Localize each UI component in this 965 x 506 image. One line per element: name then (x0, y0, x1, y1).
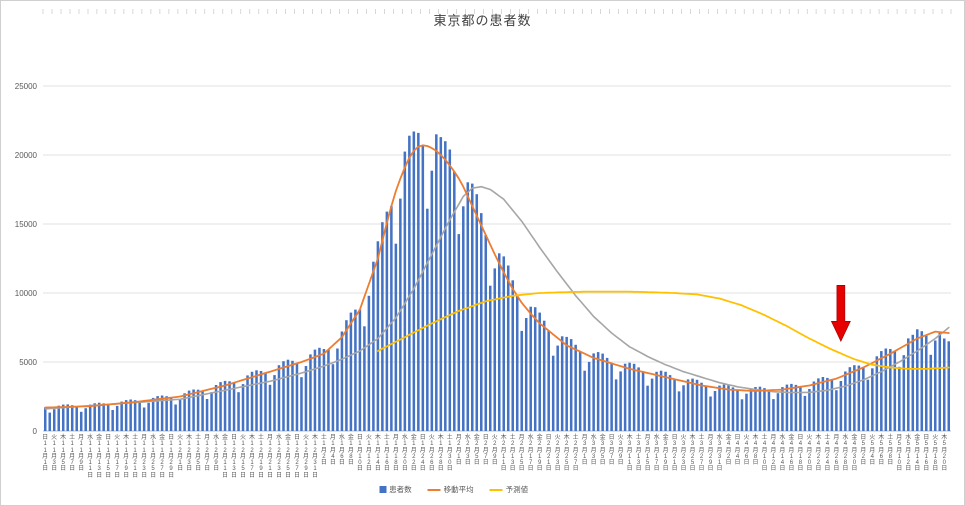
legend-item-1[interactable]: 移動平均 (427, 484, 474, 495)
red-arrow-annotation (830, 285, 851, 342)
legend-label: 予測値 (505, 485, 529, 494)
y-axis-labels: 0 5000 10000 15000 20000 25000 (15, 82, 38, 436)
legend-item-2[interactable]: 予測値 (489, 484, 529, 495)
legend-line-swatch (489, 488, 503, 491)
svg-text:10000: 10000 (15, 289, 38, 298)
yellow-line[interactable] (376, 290, 950, 370)
legend-bar-swatch (379, 486, 387, 493)
legend-item-0[interactable]: 患者数 (379, 484, 412, 495)
orange-line[interactable] (44, 144, 950, 409)
svg-text:15000: 15000 (15, 220, 38, 229)
svg-text:0: 0 (33, 427, 38, 436)
top-axis-ticks (42, 9, 952, 14)
svg-text:25000: 25000 (15, 82, 38, 91)
legend-label: 移動平均 (443, 485, 474, 494)
chart-title: 東京都の患者数 (433, 13, 532, 28)
svg-text:20000: 20000 (15, 151, 38, 160)
chart-legend[interactable]: 患者数 移動平均 予測値 (379, 484, 528, 495)
bars-series[interactable] (43, 131, 951, 432)
legend-label: 患者数 (389, 485, 412, 494)
gray-line[interactable] (44, 185, 950, 410)
legend-line-swatch (427, 488, 441, 491)
svg-text:5000: 5000 (19, 358, 37, 367)
gridlines (43, 85, 951, 363)
